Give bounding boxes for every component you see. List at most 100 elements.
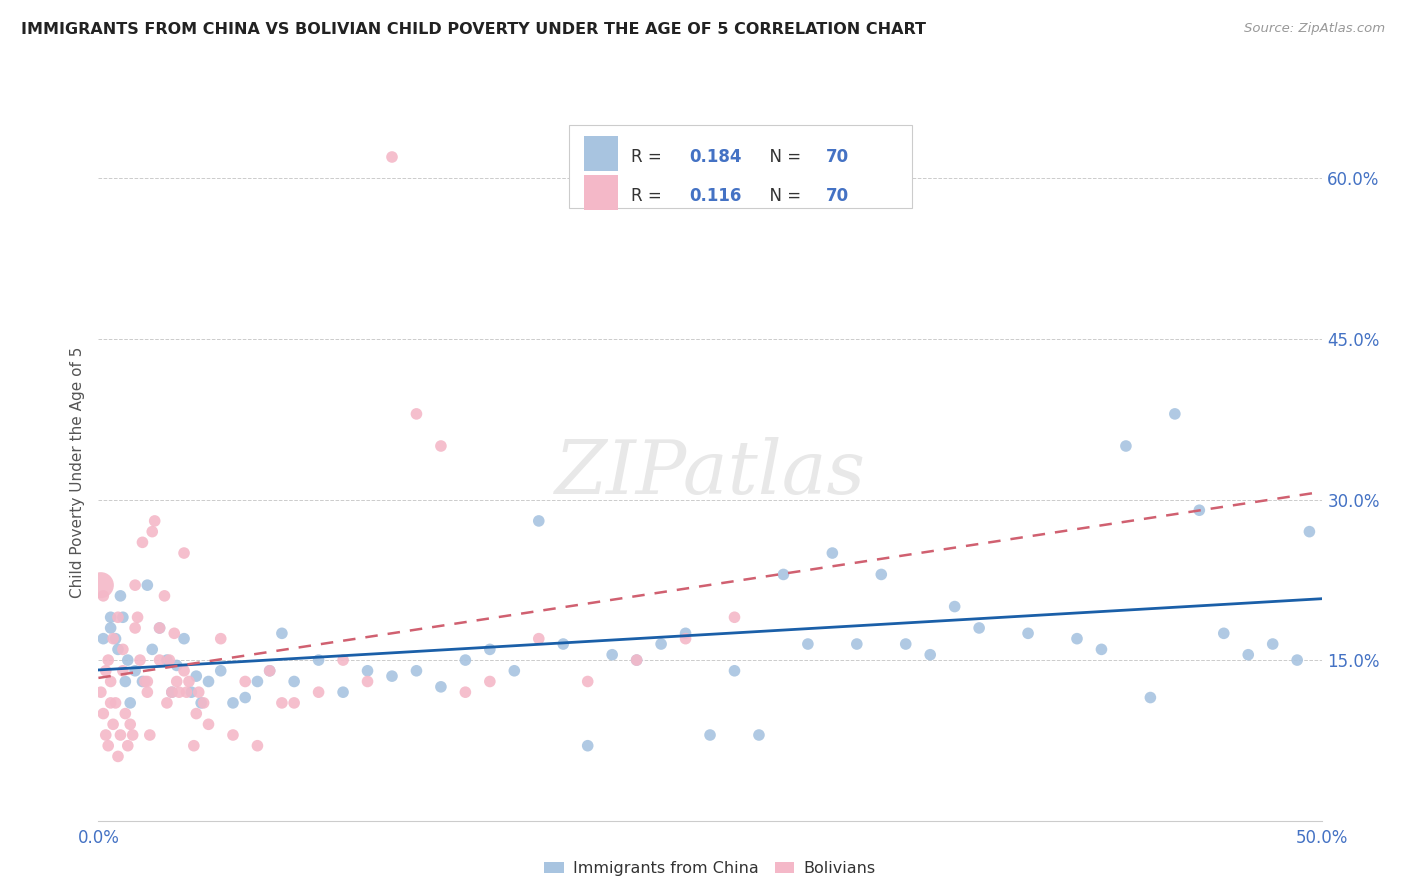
Point xyxy=(723,664,745,678)
Point xyxy=(308,653,330,667)
Point xyxy=(308,685,330,699)
Point xyxy=(180,685,202,699)
Point xyxy=(356,674,378,689)
Point xyxy=(160,685,183,699)
Point xyxy=(136,578,159,592)
Point xyxy=(156,653,179,667)
Point xyxy=(430,439,453,453)
Point xyxy=(107,610,129,624)
Point xyxy=(967,621,990,635)
Point xyxy=(127,610,149,624)
Text: IMMIGRANTS FROM CHINA VS BOLIVIAN CHILD POVERTY UNDER THE AGE OF 5 CORRELATION C: IMMIGRANTS FROM CHINA VS BOLIVIAN CHILD … xyxy=(21,22,927,37)
Point xyxy=(246,674,269,689)
Point xyxy=(143,514,166,528)
Point xyxy=(114,706,136,721)
Point xyxy=(104,696,127,710)
Point xyxy=(527,514,550,528)
Point xyxy=(894,637,917,651)
Point xyxy=(283,674,305,689)
Point xyxy=(173,632,195,646)
Point xyxy=(163,626,186,640)
Point xyxy=(111,664,134,678)
Point xyxy=(1261,637,1284,651)
Point xyxy=(153,589,176,603)
Point xyxy=(920,648,942,662)
Point xyxy=(233,690,256,705)
Point xyxy=(283,696,305,710)
Point xyxy=(650,637,672,651)
Point xyxy=(222,728,245,742)
Point xyxy=(120,717,142,731)
Point xyxy=(197,717,219,731)
Point xyxy=(117,739,139,753)
Point xyxy=(270,626,294,640)
Point xyxy=(723,610,745,624)
Point xyxy=(553,637,575,651)
Point xyxy=(100,610,122,624)
Point xyxy=(197,674,219,689)
Point xyxy=(246,739,269,753)
Point xyxy=(111,610,134,624)
Point xyxy=(1017,626,1039,640)
Point xyxy=(1139,690,1161,705)
Point xyxy=(405,407,427,421)
Point xyxy=(675,626,697,640)
Point xyxy=(943,599,966,614)
Point xyxy=(149,621,172,635)
Point xyxy=(156,696,179,710)
Point xyxy=(576,674,599,689)
Point xyxy=(748,728,770,742)
Point xyxy=(90,685,112,699)
Point xyxy=(503,664,526,678)
Point xyxy=(134,674,156,689)
Point xyxy=(117,653,139,667)
Point xyxy=(120,696,142,710)
Point xyxy=(101,632,124,646)
Y-axis label: Child Poverty Under the Age of 5: Child Poverty Under the Age of 5 xyxy=(69,347,84,599)
Text: Source: ZipAtlas.com: Source: ZipAtlas.com xyxy=(1244,22,1385,36)
Point xyxy=(233,674,256,689)
Point xyxy=(149,653,172,667)
Text: R =: R = xyxy=(630,186,666,205)
Point xyxy=(259,664,281,678)
Point xyxy=(177,674,200,689)
Legend: Immigrants from China, Bolivians: Immigrants from China, Bolivians xyxy=(538,855,882,882)
Point xyxy=(699,728,721,742)
Point xyxy=(91,589,114,603)
Point xyxy=(270,696,294,710)
Point xyxy=(100,621,122,635)
Point xyxy=(454,653,477,667)
Point xyxy=(821,546,844,560)
Text: N =: N = xyxy=(759,147,806,166)
Point xyxy=(478,674,501,689)
Text: N =: N = xyxy=(759,186,806,205)
Point xyxy=(478,642,501,657)
Point xyxy=(107,749,129,764)
Point xyxy=(332,685,354,699)
Point xyxy=(91,632,114,646)
Point xyxy=(1090,642,1112,657)
Point xyxy=(259,664,281,678)
Point xyxy=(183,739,205,753)
Point xyxy=(209,664,232,678)
Point xyxy=(626,653,648,667)
Point xyxy=(136,685,159,699)
Point xyxy=(111,642,134,657)
Point xyxy=(100,674,122,689)
Point xyxy=(121,728,143,742)
Point xyxy=(110,589,132,603)
Text: R =: R = xyxy=(630,147,666,166)
Point xyxy=(129,653,152,667)
Point xyxy=(139,728,162,742)
Point xyxy=(97,739,120,753)
Point xyxy=(527,632,550,646)
Point xyxy=(209,632,232,646)
Point xyxy=(797,637,820,651)
Point xyxy=(104,632,127,646)
Point xyxy=(356,664,378,678)
Point xyxy=(187,685,209,699)
Point xyxy=(430,680,453,694)
Point xyxy=(94,728,117,742)
Point xyxy=(772,567,794,582)
Point xyxy=(100,696,122,710)
